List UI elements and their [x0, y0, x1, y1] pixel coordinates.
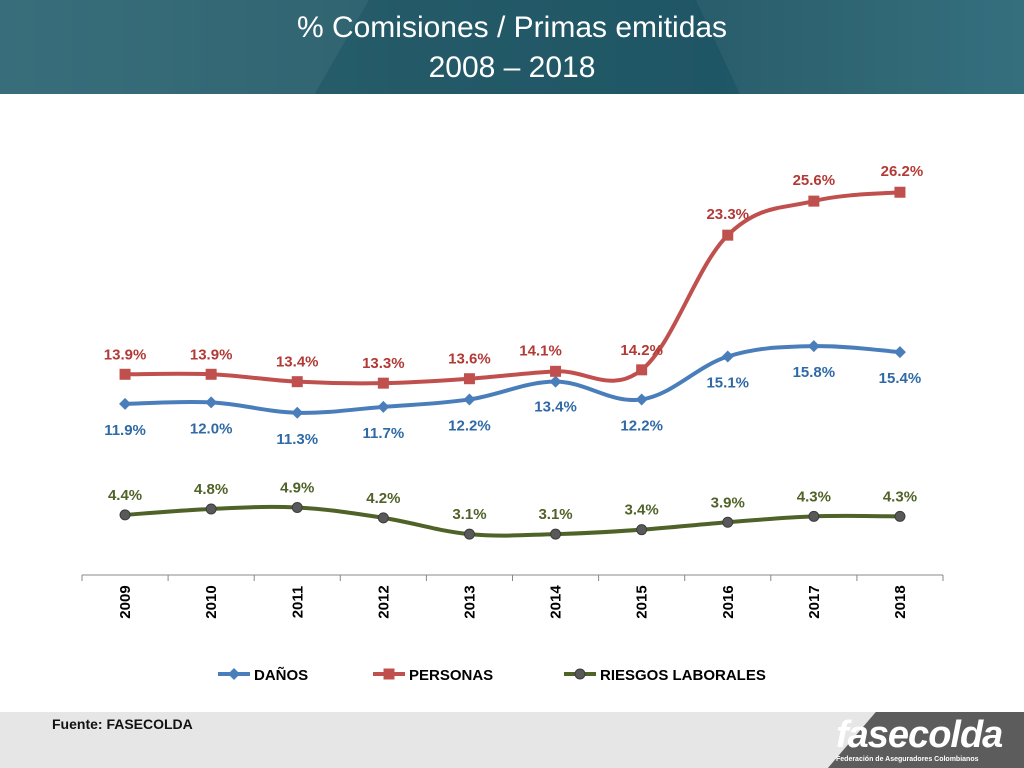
data-label-danos: 11.9% — [104, 422, 146, 439]
legend-marker-riesgos-laborales — [574, 668, 586, 680]
data-point-riesgos-laborales — [205, 503, 217, 515]
data-point-danos — [119, 397, 132, 410]
data-point-riesgos-laborales — [894, 510, 906, 522]
legend-label-danos: DAÑOS — [254, 666, 308, 684]
data-label-danos: 12.0% — [190, 420, 233, 437]
data-label-riesgos-laborales: 4.9% — [280, 479, 314, 496]
x-tick-label: 2015 — [634, 585, 651, 618]
data-label-riesgos-laborales: 4.3% — [883, 488, 917, 505]
title-banner — [0, 0, 1024, 94]
data-label-personas: 13.9% — [190, 346, 233, 363]
data-point-danos — [205, 396, 218, 409]
data-point-personas — [894, 186, 906, 198]
logo-subtext: Federación de Aseguradores Colombianos — [836, 756, 979, 763]
data-label-riesgos-laborales: 4.3% — [797, 488, 831, 505]
legend-marker-personas — [383, 668, 395, 680]
data-point-riesgos-laborales — [463, 528, 475, 540]
x-tick-label: 2010 — [203, 585, 220, 618]
data-point-personas — [205, 368, 217, 380]
data-point-personas — [463, 373, 475, 385]
data-label-danos: 11.7% — [362, 425, 404, 442]
data-point-personas — [808, 195, 820, 207]
legend-label-personas: PERSONAS — [409, 667, 493, 684]
data-label-personas: 13.9% — [104, 346, 147, 363]
data-label-personas: 25.6% — [793, 172, 836, 189]
data-label-riesgos-laborales: 3.1% — [538, 506, 572, 523]
data-label-danos: 11.3% — [276, 431, 318, 448]
data-label-personas: 13.6% — [448, 351, 491, 368]
data-point-riesgos-laborales — [377, 512, 389, 524]
series-line-danos — [123, 344, 902, 415]
data-label-danos: 15.4% — [879, 370, 922, 387]
line-chart: 2009 2010 2011 2012 2013 2014 2015 2016 2017 2018… — [81, 163, 944, 684]
data-label-riesgos-laborales: 3.1% — [452, 506, 486, 523]
x-tick-label: 2013 — [461, 585, 478, 618]
x-tick-label: 2018 — [892, 585, 909, 618]
x-tick-label: 2016 — [720, 585, 737, 618]
data-point-personas — [377, 377, 389, 389]
source-note: Fuente: FASECOLDA — [52, 716, 193, 732]
data-label-danos: 15.1% — [706, 375, 749, 392]
data-point-riesgos-laborales — [808, 510, 820, 522]
data-label-personas: 23.3% — [706, 206, 749, 223]
data-label-danos: 15.8% — [793, 364, 836, 381]
legend-marker-danos — [228, 668, 240, 680]
data-point-danos — [291, 406, 304, 419]
data-point-personas — [291, 376, 303, 388]
x-tick-label: 2012 — [375, 585, 392, 618]
data-point-danos — [463, 393, 476, 406]
x-tick-label: 2011 — [289, 586, 306, 619]
data-label-riesgos-laborales: 3.9% — [711, 494, 745, 511]
data-point-danos — [549, 375, 562, 388]
data-label-personas: 13.4% — [276, 354, 319, 371]
data-point-personas — [722, 229, 734, 241]
data-point-riesgos-laborales — [636, 524, 648, 536]
x-tick-label: 2017 — [806, 585, 823, 618]
data-point-riesgos-laborales — [291, 501, 303, 513]
data-label-riesgos-laborales: 3.4% — [625, 502, 659, 519]
chart-title-line2: 2008 – 2018 — [428, 51, 596, 84]
legend-label-riesgos-laborales: RIESGOS LABORALES — [600, 667, 766, 684]
data-label-riesgos-laborales: 4.2% — [366, 490, 400, 507]
data-point-personas — [636, 364, 648, 376]
data-label-riesgos-laborales: 4.8% — [194, 481, 228, 498]
data-point-personas — [550, 365, 562, 377]
x-tick-label: 2014 — [548, 585, 565, 619]
data-point-danos — [807, 340, 820, 353]
fasecolda-logo: fasecolda Federación de Aseguradores Col… — [796, 712, 1024, 768]
data-point-personas — [119, 368, 131, 380]
x-tick-label: 2009 — [117, 585, 134, 618]
data-point-riesgos-laborales — [722, 516, 734, 528]
data-point-riesgos-laborales — [119, 509, 131, 521]
data-label-danos: 13.4% — [534, 399, 577, 416]
series-line-personas — [123, 190, 902, 386]
data-label-personas: 13.3% — [362, 355, 405, 372]
data-label-danos: 12.2% — [448, 417, 491, 434]
data-point-danos — [377, 400, 390, 413]
data-point-danos — [635, 393, 648, 406]
series-line-riesgos-laborales — [123, 504, 902, 538]
logo-wordmark: fasecolda — [836, 714, 1003, 756]
chart-title-line1: % Comisiones / Primas emitidas — [296, 11, 728, 44]
data-label-riesgos-laborales: 4.4% — [108, 487, 142, 504]
data-label-personas: 14.2% — [620, 342, 663, 359]
data-label-danos: 12.2% — [620, 417, 663, 434]
data-point-danos — [721, 350, 734, 363]
data-label-personas: 26.2% — [881, 163, 924, 180]
data-label-personas: 14.1% — [519, 342, 562, 359]
data-point-riesgos-laborales — [550, 528, 562, 540]
data-point-danos — [893, 346, 906, 359]
